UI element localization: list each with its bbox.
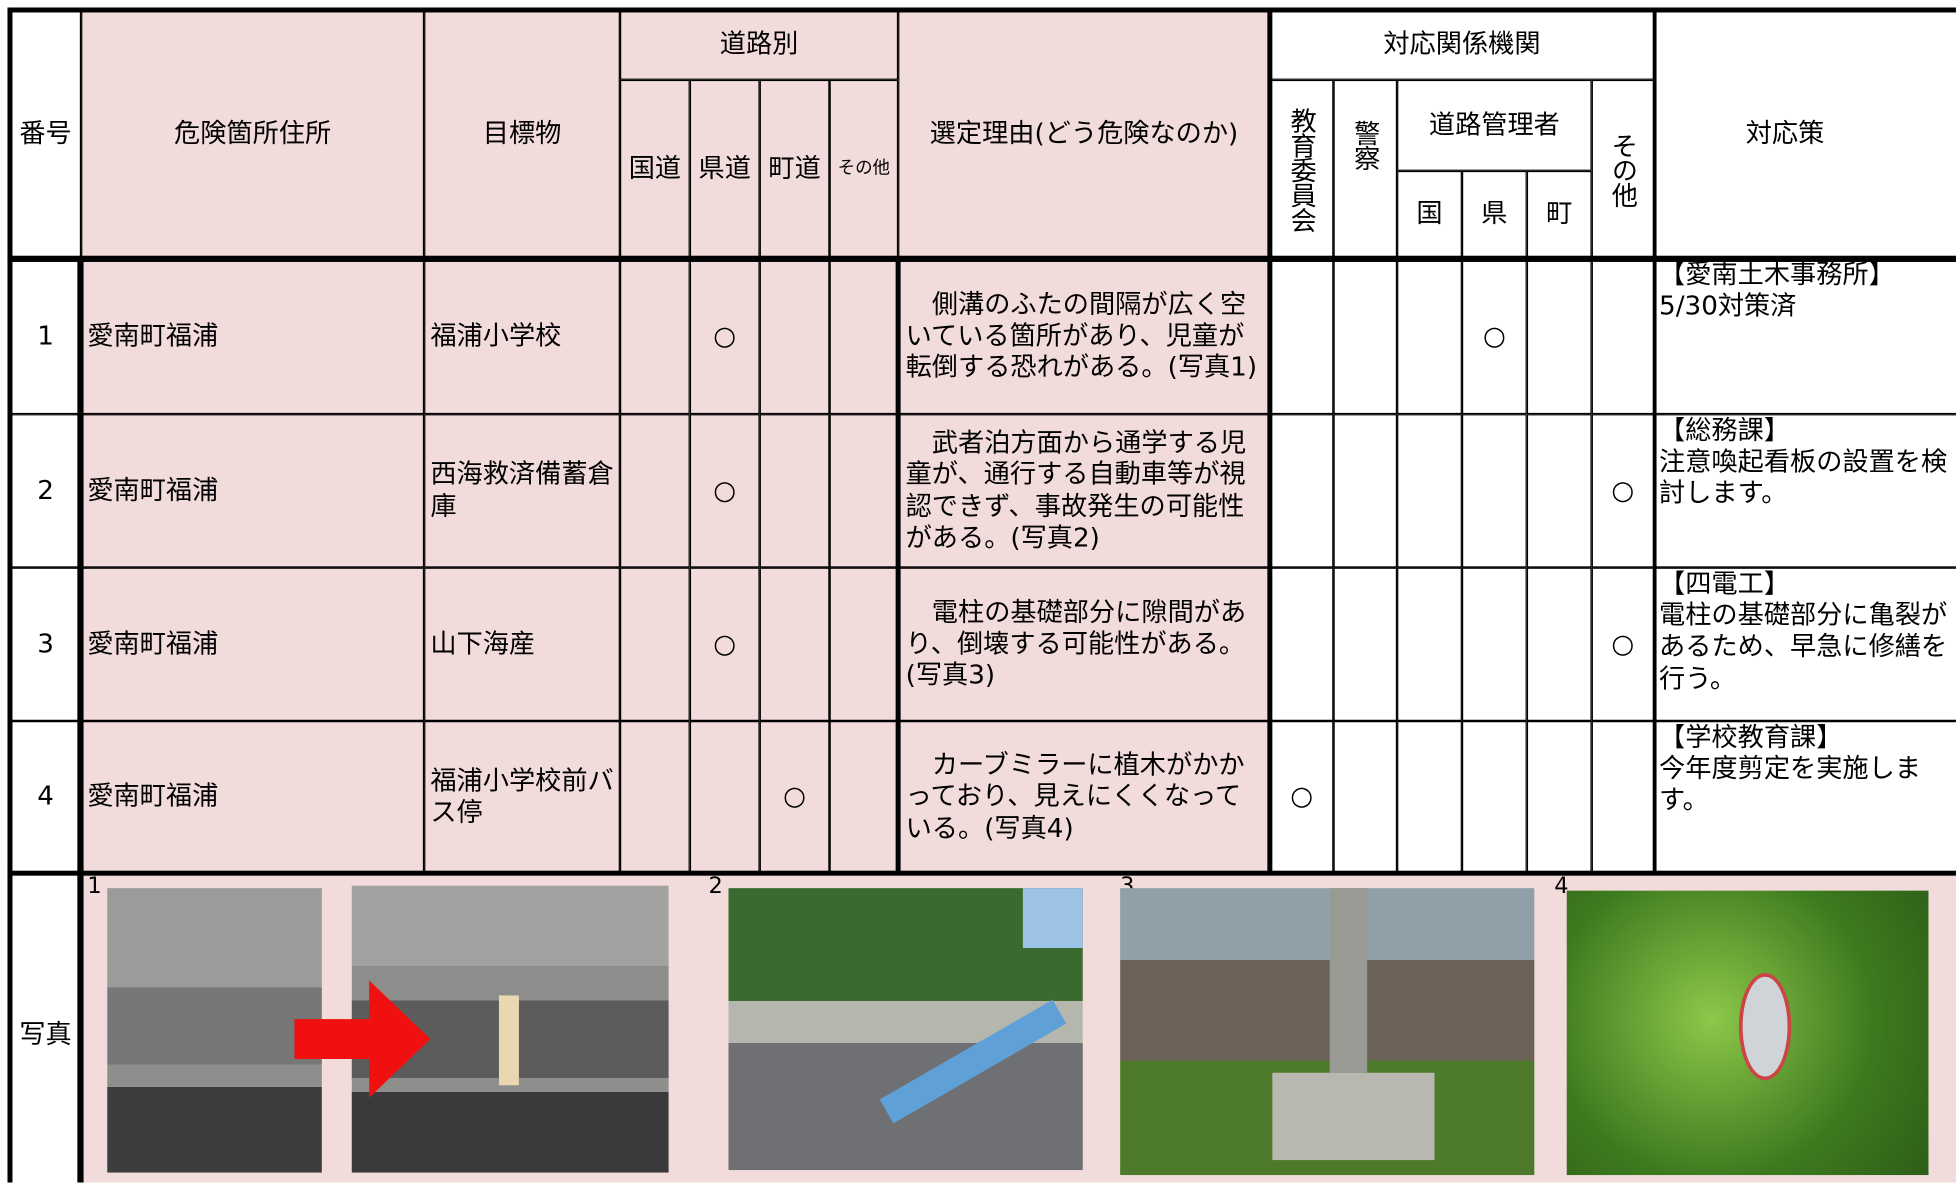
- cell: 【学校教育課】 今年度剪定を実施します。: [1654, 720, 1956, 874]
- cell: 4: [9, 720, 82, 874]
- header-cell: 選定理由(どう危険なのか): [898, 9, 1270, 259]
- header-cell: 国: [1397, 170, 1462, 259]
- rule: [7, 255, 1956, 262]
- cell: 1: [9, 258, 82, 415]
- cell: [1333, 258, 1398, 415]
- cell: [619, 258, 690, 415]
- rule: [7, 7, 13, 1183]
- cell: 【愛南土木事務所】 5/30対策済: [1654, 258, 1956, 415]
- header-cell: 番号: [9, 9, 82, 259]
- cell: [1333, 567, 1398, 721]
- header-cell: 道路別: [619, 9, 899, 80]
- cell: [1397, 414, 1462, 568]
- cell: [1397, 720, 1462, 874]
- cell: カーブミラーに植木がかかっており、見えにくくなっている。(写真4): [898, 720, 1270, 874]
- cell: [1333, 414, 1398, 568]
- cell: ○: [1461, 258, 1527, 415]
- rule: [7, 7, 1956, 13]
- cell: 愛南町福浦: [81, 414, 425, 568]
- cell: [1526, 720, 1592, 874]
- header-cell: 教育委員会: [1269, 79, 1334, 259]
- header-cell: 町道: [759, 79, 830, 259]
- cell: 写真: [9, 873, 82, 1183]
- cell: [829, 567, 899, 721]
- header-cell: その他: [829, 79, 899, 259]
- cell: 武者泊方面から通学する児童が、通行する自動車等が視認できず、事故発生の可能性があ…: [898, 414, 1270, 568]
- cell: [619, 720, 690, 874]
- photo: [107, 888, 322, 1173]
- cell: [1269, 567, 1334, 721]
- header-cell: 県道: [689, 79, 760, 259]
- cell: [829, 258, 899, 415]
- cell: ○: [759, 720, 830, 874]
- rule: [77, 258, 84, 1183]
- cell: [1591, 258, 1655, 415]
- cell: 西海救済備蓄倉庫: [424, 414, 620, 568]
- header-cell: 国道: [619, 79, 690, 259]
- cell: [759, 258, 830, 415]
- cell: 側溝のふたの間隔が広く空いている箇所があり、児童が転倒する恐れがある。(写真1): [898, 258, 1270, 415]
- rule: [1652, 9, 1657, 874]
- cell: [829, 414, 899, 568]
- photo-caption: 4: [1554, 873, 1569, 900]
- cell: 福浦小学校前バス停: [424, 720, 620, 874]
- photo-detail: [1272, 1072, 1435, 1161]
- cell: 山下海産: [424, 567, 620, 721]
- cell: [759, 414, 830, 568]
- photo-caption: 1: [87, 873, 102, 900]
- photo-detail: [1022, 888, 1083, 949]
- cell: [829, 720, 899, 874]
- cell: [1269, 414, 1334, 568]
- cell: [1397, 567, 1462, 721]
- cell: [1269, 258, 1334, 415]
- header-cell: その他: [1591, 79, 1655, 259]
- cell: [1526, 567, 1592, 721]
- cell: 愛南町福浦: [81, 720, 425, 874]
- cell: [619, 567, 690, 721]
- cell: [1461, 414, 1527, 568]
- cell: [759, 567, 830, 721]
- cell: 電柱の基礎部分に隙間があり、倒壊する可能性がある。(写真3): [898, 567, 1270, 721]
- cell: 愛南町福浦: [81, 258, 425, 415]
- cell: ○: [1591, 567, 1655, 721]
- cell: ○: [689, 258, 760, 415]
- header-cell: 対応関係機関: [1269, 9, 1655, 80]
- header-cell: 道路管理者: [1397, 79, 1592, 171]
- cell: 3: [9, 567, 82, 721]
- cell: [1461, 567, 1527, 721]
- cell: [619, 414, 690, 568]
- cell: 【四電工】 電柱の基礎部分に亀裂があるため、早急に修繕を行う。: [1654, 567, 1956, 721]
- rule: [7, 870, 1956, 876]
- cell: ○: [1591, 414, 1655, 568]
- cell: [1397, 258, 1462, 415]
- header-cell: 警察: [1333, 79, 1398, 259]
- cell: ○: [689, 414, 760, 568]
- header-cell: 町: [1526, 170, 1592, 259]
- rule: [1267, 9, 1273, 874]
- header-cell: 危険箇所住所: [81, 9, 425, 259]
- cell: 2: [9, 414, 82, 568]
- cell: [1333, 720, 1398, 874]
- cell: [1526, 414, 1592, 568]
- cell: [1526, 258, 1592, 415]
- photo-detail: [1329, 888, 1368, 1073]
- photo-detail: [1738, 972, 1792, 1081]
- header-cell: 対応策: [1654, 9, 1956, 259]
- rule: [895, 258, 901, 874]
- header-cell: 県: [1461, 170, 1527, 259]
- cell: [689, 720, 760, 874]
- photo-detail: [498, 995, 519, 1086]
- cell: ○: [1269, 720, 1334, 874]
- cell: 福浦小学校: [424, 258, 620, 415]
- cell: 【総務課】 注意喚起看板の設置を検討します。: [1654, 414, 1956, 568]
- cell: [1591, 720, 1655, 874]
- cell: [1461, 720, 1527, 874]
- cell: 愛南町福浦: [81, 567, 425, 721]
- photo-caption: 2: [708, 873, 723, 900]
- cell: ○: [689, 567, 760, 721]
- header-cell: 目標物: [424, 9, 620, 259]
